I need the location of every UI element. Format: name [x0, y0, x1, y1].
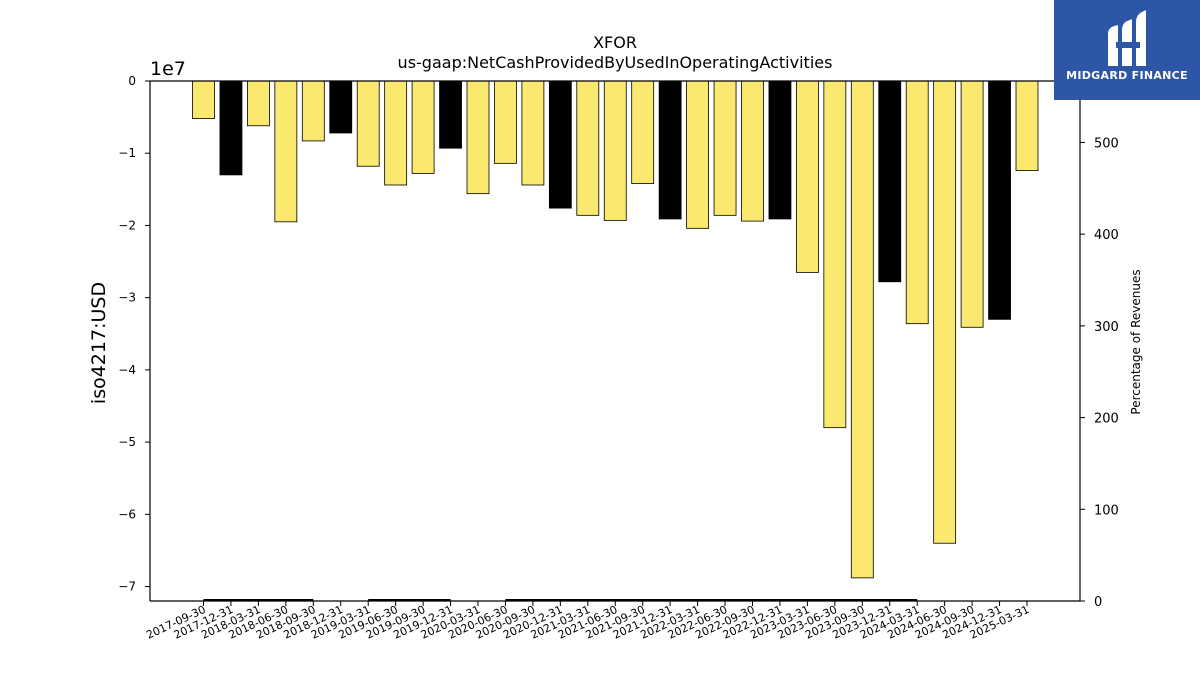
bar-2022-12-31	[768, 80, 792, 220]
y2-tick-label: 200	[1094, 412, 1119, 427]
y2-tick-label: 0	[1094, 595, 1102, 610]
bar-2018-06-30	[274, 80, 298, 223]
bar-2022-09-30	[741, 80, 764, 222]
y2-tick-label: 400	[1094, 228, 1119, 243]
y-axis-ticks: 0 −1 −2 −3 −4 −5 −6 −7	[118, 74, 150, 594]
bar-group	[192, 80, 1039, 579]
bar-2023-09-30	[850, 80, 874, 579]
y-axis-label: iso4217:USD	[88, 282, 110, 404]
bar-2024-03-31	[905, 80, 929, 325]
bar-2020-06-30	[494, 80, 517, 164]
y-tick-label: −2	[118, 218, 136, 232]
y-tick-label: −4	[118, 363, 136, 377]
logo-text: MIDGARD FINANCE	[1066, 69, 1188, 82]
y2-axis-label: Percentage of Revenues	[1129, 269, 1143, 414]
bar-2022-03-31	[686, 80, 709, 229]
bar-2023-12-31	[878, 80, 902, 283]
bar-2018-12-31	[329, 80, 353, 134]
bar-2020-03-31	[466, 80, 490, 195]
bar-2024-09-30	[960, 80, 984, 328]
bar-2022-06-30	[713, 80, 737, 216]
midgard-logo-icon	[1108, 10, 1146, 66]
bar-2017-09-30	[192, 80, 215, 119]
bar-2023-03-31	[796, 80, 819, 273]
y-tick-label: −7	[118, 580, 136, 594]
bar-2021-09-30	[631, 80, 655, 184]
midgard-finance-logo: MIDGARD FINANCE	[1054, 0, 1200, 100]
y-tick-label: −5	[118, 435, 136, 449]
bar-2020-12-31	[548, 80, 572, 209]
bar-2024-12-31	[988, 80, 1011, 320]
y2-tick-label: 100	[1094, 503, 1119, 518]
bar-2025-03-31	[1015, 80, 1039, 171]
bar-2023-06-30	[823, 80, 847, 429]
bar-2020-09-30	[521, 80, 545, 186]
bar-2024-06-30	[933, 80, 957, 544]
y-axis-multiplier: 1e7	[150, 58, 186, 80]
bar-2017-12-31	[219, 80, 243, 176]
y2-tick-label: 300	[1094, 320, 1119, 335]
y-tick-label: −3	[118, 291, 136, 305]
y-tick-label: 0	[128, 74, 136, 88]
y-tick-label: −1	[118, 146, 136, 160]
bar-2021-12-31	[658, 80, 682, 220]
bar-2018-09-30	[301, 80, 325, 142]
bar-2019-03-31	[356, 80, 380, 167]
bar-2019-06-30	[384, 80, 408, 186]
bar-2019-09-30	[411, 80, 435, 174]
chart-subtitle: us-gaap:NetCashProvidedByUsedInOperating…	[398, 53, 833, 72]
chart-title: XFOR	[593, 33, 637, 52]
y2-axis-ticks: 0 100 200 300 400 500	[1080, 136, 1119, 610]
y-tick-label: −6	[118, 507, 136, 521]
bar-2021-06-30	[603, 80, 627, 221]
bar-2018-03-31	[246, 80, 270, 127]
y2-tick-label: 500	[1094, 136, 1119, 151]
bar-2021-03-31	[576, 80, 600, 216]
bar-2019-12-31	[439, 80, 462, 149]
x-axis-ticks: 2017-09-302017-12-312018-03-312018-06-30…	[144, 601, 1031, 642]
